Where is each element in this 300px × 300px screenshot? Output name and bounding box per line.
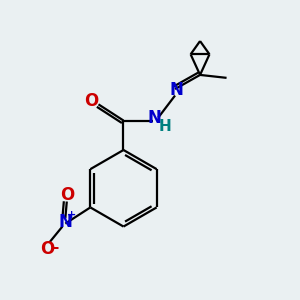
Text: H: H — [159, 119, 172, 134]
Text: -: - — [52, 240, 59, 255]
Text: +: + — [67, 210, 76, 220]
Text: N: N — [58, 213, 72, 231]
Text: O: O — [60, 186, 74, 204]
Text: O: O — [84, 92, 98, 110]
Text: N: N — [148, 109, 161, 127]
Text: N: N — [169, 81, 183, 99]
Text: O: O — [40, 240, 55, 258]
